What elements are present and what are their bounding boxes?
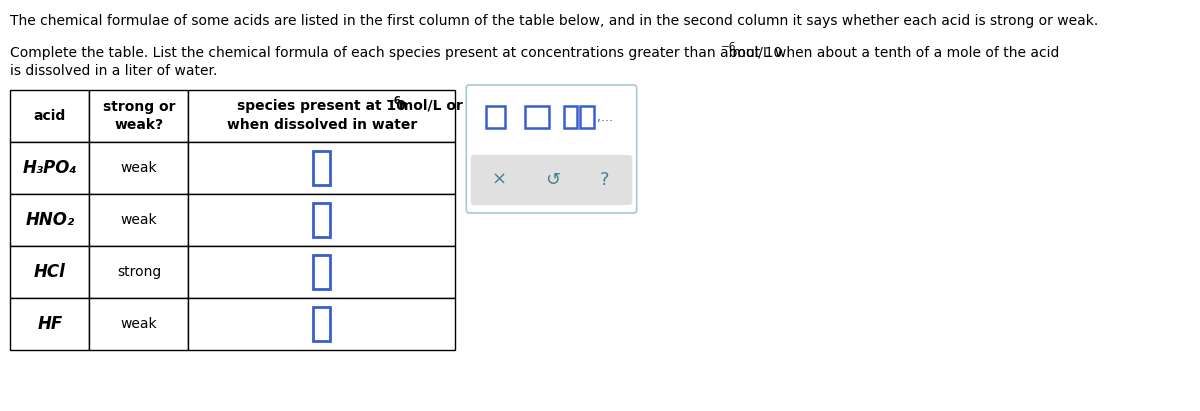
Bar	[188, 90, 455, 142]
Bar	[90, 298, 188, 350]
Text: weak: weak	[121, 213, 157, 227]
Text: −6: −6	[721, 42, 737, 52]
Bar	[580, 106, 594, 128]
Bar	[90, 90, 188, 142]
Text: ↺: ↺	[545, 171, 560, 189]
Text: weak: weak	[121, 317, 157, 331]
Text: strong: strong	[116, 265, 161, 279]
Bar	[564, 106, 577, 128]
Bar	[11, 90, 90, 142]
Bar	[524, 106, 548, 128]
Text: is dissolved in a liter of water.: is dissolved in a liter of water.	[11, 64, 217, 78]
Text: weak: weak	[121, 161, 157, 175]
Bar	[90, 142, 188, 194]
Text: mol/L or greater: mol/L or greater	[394, 99, 527, 113]
Text: ,...: ,...	[598, 111, 613, 123]
Text: when dissolved in water: when dissolved in water	[227, 118, 416, 132]
Text: H₃PO₄: H₃PO₄	[23, 159, 77, 177]
Text: HCl: HCl	[34, 263, 66, 281]
Bar	[188, 298, 455, 350]
Bar	[486, 106, 505, 128]
Text: mol/L when about a tenth of a mole of the acid: mol/L when about a tenth of a mole of th…	[728, 46, 1060, 60]
Bar	[188, 142, 455, 194]
Text: −6: −6	[386, 96, 402, 106]
Bar	[313, 307, 330, 341]
Text: strong or
weak?: strong or weak?	[103, 100, 175, 132]
Bar	[188, 194, 455, 246]
Text: ×: ×	[492, 171, 506, 189]
Text: The chemical formulae of some acids are listed in the first column of the table : The chemical formulae of some acids are …	[11, 14, 1098, 28]
Text: HF: HF	[37, 315, 62, 333]
Bar	[11, 246, 90, 298]
Bar	[11, 298, 90, 350]
FancyBboxPatch shape	[470, 155, 632, 205]
Text: ?: ?	[600, 171, 610, 189]
Bar	[313, 151, 330, 185]
Bar	[90, 194, 188, 246]
Bar	[313, 203, 330, 237]
Text: HNO₂: HNO₂	[25, 211, 74, 229]
Bar	[11, 142, 90, 194]
Bar	[313, 255, 330, 289]
Bar	[11, 194, 90, 246]
Text: acid: acid	[34, 109, 66, 123]
Bar	[90, 246, 188, 298]
Bar	[188, 246, 455, 298]
Text: Complete the table. List the chemical formula of each species present at concent: Complete the table. List the chemical fo…	[11, 46, 782, 60]
Text: species present at 10: species present at 10	[238, 99, 407, 113]
FancyBboxPatch shape	[467, 85, 637, 213]
